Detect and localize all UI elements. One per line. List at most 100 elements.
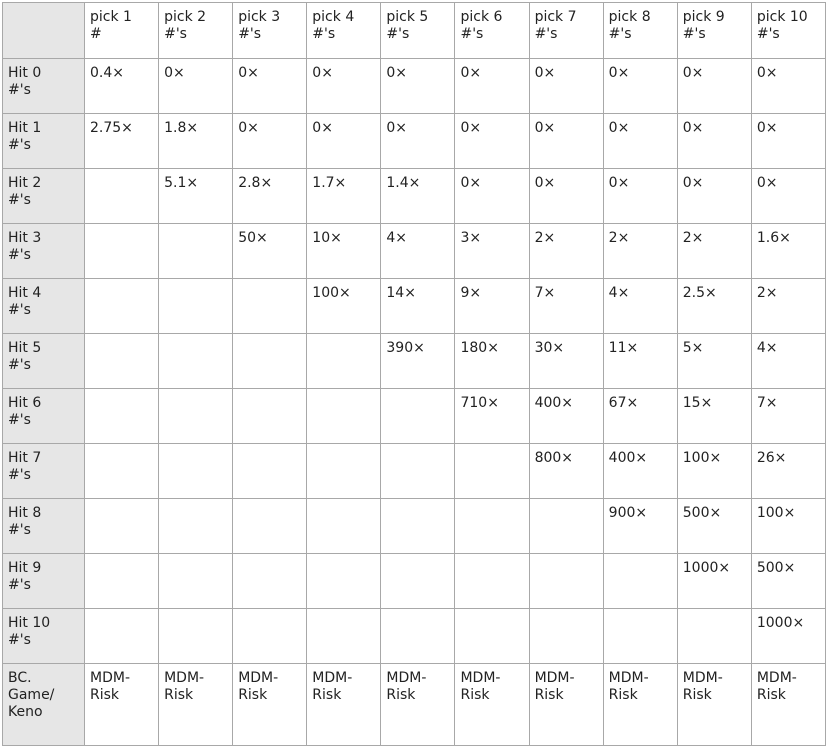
table-cell	[454, 443, 530, 499]
table-cell: 0×	[676, 168, 752, 224]
table-cell: MDM- Risk	[528, 663, 604, 746]
table-cell: MDM- Risk	[602, 663, 678, 746]
table-cell: 180×	[454, 333, 530, 389]
table-cell: 10×	[306, 223, 382, 279]
table-cell: 0×	[528, 168, 604, 224]
table-cell: MDM- Risk	[750, 663, 827, 746]
table-cell	[676, 608, 752, 664]
table-cell	[83, 553, 160, 609]
table-row: Hit 0 #'s 0.4× 0× 0× 0× 0× 0× 0× 0× 0× 0×	[2, 58, 827, 114]
table-cell	[232, 388, 308, 444]
column-header: pick 5 #'s	[380, 2, 456, 59]
table-cell	[454, 498, 530, 554]
table-row: Hit 8 #'s 900× 500× 100×	[2, 498, 827, 554]
table-cell: 0×	[158, 58, 234, 114]
column-header: pick 8 #'s	[602, 2, 678, 59]
table-row: Hit 7 #'s 800× 400× 100× 26×	[2, 443, 827, 499]
table-cell	[158, 388, 234, 444]
table-cell: MDM- Risk	[83, 663, 160, 746]
table-cell: 9×	[454, 278, 530, 334]
table-cell	[232, 278, 308, 334]
row-header: Hit 1 #'s	[2, 113, 85, 169]
row-header: Hit 5 #'s	[2, 333, 85, 389]
column-header: pick 2 #'s	[158, 2, 234, 59]
table-cell: 0×	[232, 58, 308, 114]
table-cell	[306, 443, 382, 499]
column-header: pick 10 #'s	[750, 2, 827, 59]
table-cell: 100×	[676, 443, 752, 499]
table-cell	[306, 388, 382, 444]
table-cell	[306, 498, 382, 554]
table-cell	[83, 333, 160, 389]
row-header: Hit 2 #'s	[2, 168, 85, 224]
table-cell: 2×	[676, 223, 752, 279]
table-cell	[380, 388, 456, 444]
table-cell: 7×	[528, 278, 604, 334]
table-cell: 2.75×	[83, 113, 160, 169]
row-header: Hit 6 #'s	[2, 388, 85, 444]
table-cell: 2×	[528, 223, 604, 279]
table-cell: 100×	[306, 278, 382, 334]
table-cell	[232, 608, 308, 664]
table-cell	[83, 388, 160, 444]
row-header: Hit 0 #'s	[2, 58, 85, 114]
table-cell	[454, 608, 530, 664]
row-header: Hit 8 #'s	[2, 498, 85, 554]
table-cell: MDM- Risk	[158, 663, 234, 746]
table-cell: 50×	[232, 223, 308, 279]
table-cell: 0×	[232, 113, 308, 169]
table-cell: 2×	[750, 278, 827, 334]
table-cell	[602, 608, 678, 664]
table-cell: 1000×	[750, 608, 827, 664]
table-cell	[602, 553, 678, 609]
table-row: Hit 3 #'s 50× 10× 4× 3× 2× 2× 2× 1.6×	[2, 223, 827, 279]
table-cell	[232, 443, 308, 499]
table-cell	[83, 223, 160, 279]
table-row: Hit 10 #'s 1000×	[2, 608, 827, 664]
table-cell	[158, 498, 234, 554]
table-cell	[232, 553, 308, 609]
column-header: pick 3 #'s	[232, 2, 308, 59]
row-header: Hit 3 #'s	[2, 223, 85, 279]
table-cell: 0×	[454, 58, 530, 114]
table-row: Hit 2 #'s 5.1× 2.8× 1.7× 1.4× 0× 0× 0× 0× 0×	[2, 168, 827, 224]
table-cell: 0×	[602, 168, 678, 224]
table-cell: 0×	[602, 113, 678, 169]
table-cell	[380, 443, 456, 499]
table-cell: 5.1×	[158, 168, 234, 224]
table-cell	[158, 223, 234, 279]
table-cell: 0×	[676, 113, 752, 169]
table-cell: 15×	[676, 388, 752, 444]
table-cell	[158, 608, 234, 664]
column-header: pick 9 #'s	[676, 2, 752, 59]
table-cell: 100×	[750, 498, 827, 554]
table-cell	[83, 278, 160, 334]
table-row: Hit 5 #'s 390× 180× 30× 11× 5× 4×	[2, 333, 827, 389]
table-cell	[380, 553, 456, 609]
table-cell	[380, 608, 456, 664]
table-cell: 67×	[602, 388, 678, 444]
table-cell: 800×	[528, 443, 604, 499]
table-cell: 0.4×	[83, 58, 160, 114]
table-cell: 4×	[380, 223, 456, 279]
table-cell: 1.7×	[306, 168, 382, 224]
table-row: Hit 1 #'s 2.75× 1.8× 0× 0× 0× 0× 0× 0× 0× 0×	[2, 113, 827, 169]
column-header: pick 7 #'s	[528, 2, 604, 59]
table-cell: 0×	[306, 113, 382, 169]
column-header: pick 4 #'s	[306, 2, 382, 59]
table-cell: 0×	[380, 58, 456, 114]
table-cell: 11×	[602, 333, 678, 389]
table-cell: 0×	[528, 58, 604, 114]
table-cell: 1000×	[676, 553, 752, 609]
row-header: BC. Game/ Keno	[2, 663, 85, 746]
table-cell: 0×	[750, 168, 827, 224]
table-cell: 0×	[602, 58, 678, 114]
table-cell	[158, 553, 234, 609]
table-cell	[454, 553, 530, 609]
table-cell: 3×	[454, 223, 530, 279]
row-header: Hit 4 #'s	[2, 278, 85, 334]
table-cell: MDM- Risk	[676, 663, 752, 746]
